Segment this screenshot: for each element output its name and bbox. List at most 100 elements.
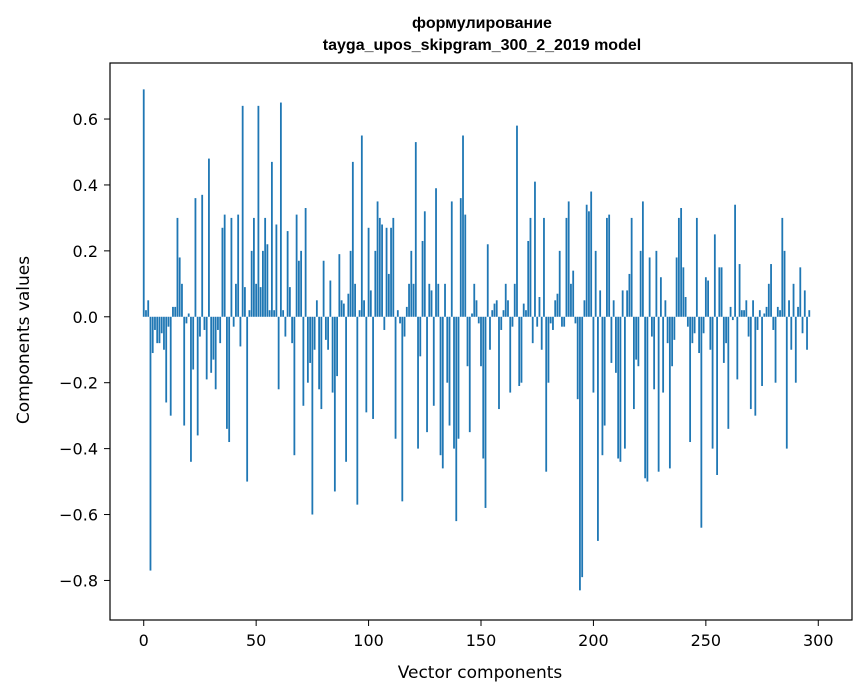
x-axis-label: Vector components (398, 663, 563, 683)
bar (579, 316, 581, 591)
bar (507, 300, 509, 317)
bar (509, 316, 512, 393)
bar (615, 316, 617, 373)
bar (743, 310, 745, 317)
bar (803, 290, 806, 317)
bar (217, 316, 219, 330)
bar (358, 310, 361, 317)
bar (459, 198, 462, 317)
bar (621, 290, 624, 317)
x-tick-label: 100 (353, 631, 384, 650)
bar (545, 316, 548, 472)
bar (576, 316, 579, 400)
bar (167, 316, 170, 327)
bar (626, 290, 629, 317)
bar (731, 316, 734, 321)
bar (531, 316, 534, 344)
bar (543, 217, 545, 317)
bar (185, 316, 188, 324)
bar (408, 283, 410, 317)
bar (552, 316, 554, 330)
bar (439, 316, 442, 456)
bar (282, 310, 285, 317)
bar (484, 316, 487, 508)
bar (390, 227, 392, 317)
bar (502, 310, 505, 317)
bar (239, 316, 242, 347)
y-axis-label: Components values (14, 256, 34, 424)
bar (178, 257, 181, 317)
bar (360, 135, 363, 317)
bar (448, 316, 451, 426)
bar (745, 300, 748, 317)
bar (686, 316, 689, 327)
bar (165, 316, 168, 403)
bar (302, 316, 305, 406)
bar (237, 214, 240, 317)
bar (376, 201, 379, 317)
bar (257, 105, 260, 317)
bar (318, 316, 321, 390)
bar (606, 217, 608, 317)
bar (511, 316, 514, 327)
bar (734, 204, 736, 317)
bar (767, 283, 770, 317)
bar (142, 89, 145, 317)
bar (266, 244, 269, 317)
bar (446, 316, 449, 383)
bar (718, 267, 721, 317)
bar (707, 280, 709, 317)
bar (653, 316, 656, 390)
y-tick-label: −0.2 (59, 374, 98, 393)
bar (372, 316, 374, 419)
bar (205, 316, 208, 380)
bar (790, 316, 793, 350)
bar (187, 313, 190, 317)
y-tick-label: 0.6 (73, 110, 98, 129)
bar (414, 142, 417, 317)
bar (295, 214, 298, 317)
bar (765, 306, 768, 317)
bar (655, 250, 658, 317)
bar (662, 316, 665, 393)
bar (190, 316, 192, 462)
bar (536, 316, 539, 327)
bar (435, 188, 437, 317)
bar (383, 316, 386, 330)
bar (156, 316, 159, 344)
bar (774, 316, 777, 383)
bar (293, 316, 296, 456)
bar (779, 310, 781, 317)
bar (262, 250, 264, 317)
bar (565, 217, 568, 317)
bar (444, 283, 446, 317)
bar (549, 316, 552, 324)
bar (558, 250, 561, 317)
bar (250, 250, 253, 317)
bar (226, 316, 228, 429)
bar (151, 316, 154, 354)
bar (608, 214, 611, 317)
bar (331, 316, 334, 393)
bar (711, 316, 714, 449)
bar (547, 316, 550, 383)
bar (203, 316, 206, 330)
bar (783, 250, 786, 317)
bar (574, 316, 577, 324)
bar (644, 316, 647, 479)
x-tick-label: 50 (246, 631, 266, 650)
bar (527, 240, 530, 317)
bar (585, 204, 588, 317)
bar (324, 316, 327, 340)
bar (374, 250, 377, 317)
bar (801, 316, 804, 334)
bar (378, 217, 381, 317)
bar (495, 300, 498, 317)
bar (441, 316, 444, 469)
bar (763, 313, 766, 317)
bar (635, 316, 638, 360)
bar (336, 316, 338, 377)
bar (761, 316, 763, 386)
bar (480, 316, 482, 367)
bar (158, 316, 161, 344)
